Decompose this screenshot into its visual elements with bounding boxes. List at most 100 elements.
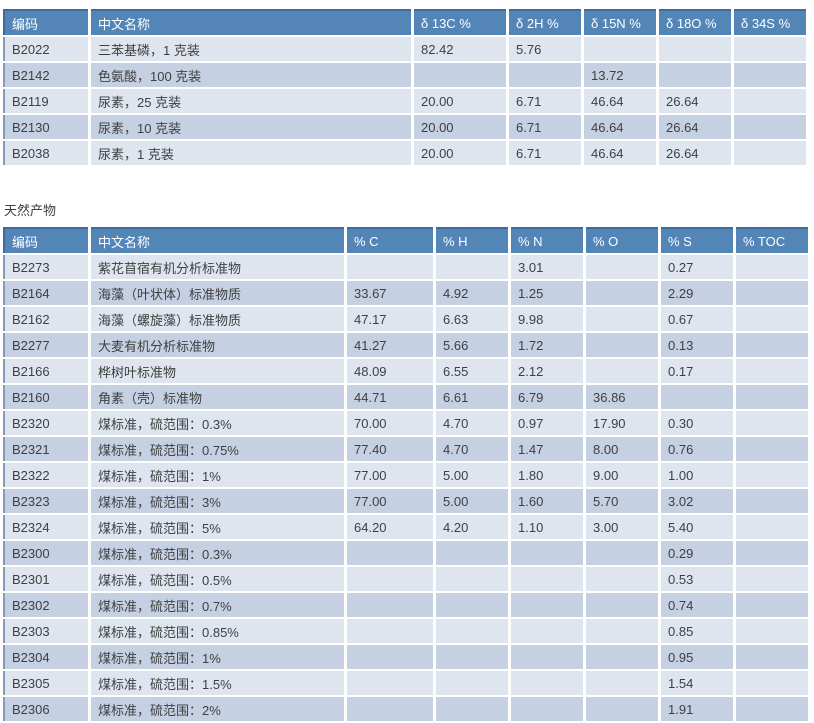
value-cell: 26.64 [659, 115, 731, 139]
value-cell: 20.00 [414, 89, 506, 113]
section-title-natural-products: 天然产物 [4, 203, 57, 218]
value-cell: 1.25 [511, 281, 583, 305]
value-cell [509, 63, 581, 87]
code-cell: B2323 [3, 489, 88, 513]
table-row: B2323 煤标准，硫范围：3% 77.00 5.00 1.60 5.70 3.02 [3, 489, 808, 513]
value-cell [347, 645, 433, 669]
column-header: % N [511, 227, 583, 253]
value-cell: 1.10 [511, 515, 583, 539]
value-cell: 2.29 [661, 281, 733, 305]
name-cell: 大麦有机分析标准物 [91, 333, 344, 357]
value-cell [736, 567, 808, 591]
table-row: B2300 煤标准，硫范围：0.3% 0.29 [3, 541, 808, 565]
value-cell [436, 541, 508, 565]
value-cell [736, 255, 808, 279]
value-cell: 36.86 [586, 385, 658, 409]
table-row: B2022 三苯基磷，1 克装 82.42 5.76 [3, 37, 806, 61]
value-cell [661, 385, 733, 409]
value-cell [347, 619, 433, 643]
value-cell: 0.27 [661, 255, 733, 279]
table-row: B2038 尿素，1 克装 20.00 6.71 46.64 26.64 [3, 141, 806, 165]
value-cell: 4.92 [436, 281, 508, 305]
value-cell [436, 593, 508, 617]
value-cell: 17.90 [586, 411, 658, 435]
name-cell: 煤标准，硫范围：0.75% [91, 437, 344, 461]
value-cell [347, 541, 433, 565]
name-cell: 煤标准，硫范围：0.85% [91, 619, 344, 643]
table-row: B2273 紫花苜宿有机分析标准物 3.01 0.27 [3, 255, 808, 279]
value-cell: 1.80 [511, 463, 583, 487]
table-row: B2142 色氨酸，100 克装 13.72 [3, 63, 806, 87]
value-cell [586, 567, 658, 591]
value-cell: 26.64 [659, 141, 731, 165]
code-cell: B2130 [3, 115, 88, 139]
value-cell [511, 567, 583, 591]
code-cell: B2306 [3, 697, 88, 721]
value-cell: 5.00 [436, 463, 508, 487]
value-cell: 5.70 [586, 489, 658, 513]
value-cell [734, 115, 806, 139]
value-cell [436, 567, 508, 591]
value-cell: 47.17 [347, 307, 433, 331]
column-header: % TOC [736, 227, 808, 253]
value-cell: 4.20 [436, 515, 508, 539]
name-cell: 煤标准，硫范围：0.3% [91, 541, 344, 565]
value-cell: 0.76 [661, 437, 733, 461]
table-row: B2304 煤标准，硫范围：1% 0.95 [3, 645, 808, 669]
value-cell: 41.27 [347, 333, 433, 357]
value-cell [436, 619, 508, 643]
value-cell: 77.00 [347, 463, 433, 487]
value-cell: 0.67 [661, 307, 733, 331]
code-cell: B2300 [3, 541, 88, 565]
value-cell [736, 697, 808, 721]
value-cell [586, 333, 658, 357]
value-cell: 6.71 [509, 89, 581, 113]
value-cell [736, 385, 808, 409]
code-cell: B2321 [3, 437, 88, 461]
value-cell: 6.71 [509, 115, 581, 139]
name-cell: 尿素，1 克装 [91, 141, 411, 165]
value-cell: 0.97 [511, 411, 583, 435]
name-cell: 煤标准，硫范围：3% [91, 489, 344, 513]
value-cell: 46.64 [584, 115, 656, 139]
value-cell [736, 671, 808, 695]
value-cell: 0.74 [661, 593, 733, 617]
column-header: 中文名称 [91, 227, 344, 253]
value-cell: 64.20 [347, 515, 433, 539]
name-cell: 煤标准，硫范围：1.5% [91, 671, 344, 695]
code-cell: B2273 [3, 255, 88, 279]
value-cell: 33.67 [347, 281, 433, 305]
name-cell: 三苯基磷，1 克装 [91, 37, 411, 61]
value-cell: 20.00 [414, 115, 506, 139]
name-cell: 煤标准，硫范围：1% [91, 645, 344, 669]
value-cell [736, 281, 808, 305]
value-cell [347, 593, 433, 617]
code-cell: B2301 [3, 567, 88, 591]
value-cell [586, 671, 658, 695]
value-cell: 5.66 [436, 333, 508, 357]
value-cell: 0.53 [661, 567, 733, 591]
value-cell [347, 255, 433, 279]
column-header: % C [347, 227, 433, 253]
value-cell [736, 411, 808, 435]
name-cell: 桦树叶标准物 [91, 359, 344, 383]
column-header: 中文名称 [91, 9, 411, 35]
natural-products-table: 编码 中文名称% C% H% N% O% S% TOC B2273 紫花苜宿有机分析标… [0, 225, 811, 723]
isotope-standards-table: 编码 中文名称 δ 13C % δ 2H % δ 15N % δ 18O % δ 34S %… [0, 7, 809, 167]
value-cell: 1.47 [511, 437, 583, 461]
name-cell: 海藻（螺旋藻）标准物质 [91, 307, 344, 331]
column-header: 编码 [3, 9, 88, 35]
value-cell [414, 63, 506, 87]
table-row: B2301 煤标准，硫范围：0.5% 0.53 [3, 567, 808, 591]
value-cell [511, 619, 583, 643]
name-cell: 煤标准，硫范围：1% [91, 463, 344, 487]
code-cell: B2160 [3, 385, 88, 409]
name-cell: 尿素，10 克装 [91, 115, 411, 139]
table-row: B2277 大麦有机分析标准物 41.27 5.66 1.72 0.13 [3, 333, 808, 357]
code-cell: B2305 [3, 671, 88, 695]
table-row: B2130 尿素，10 克装 20.00 6.71 46.64 26.64 [3, 115, 806, 139]
value-cell: 0.17 [661, 359, 733, 383]
column-header: % O [586, 227, 658, 253]
value-cell: 6.61 [436, 385, 508, 409]
value-cell [734, 141, 806, 165]
